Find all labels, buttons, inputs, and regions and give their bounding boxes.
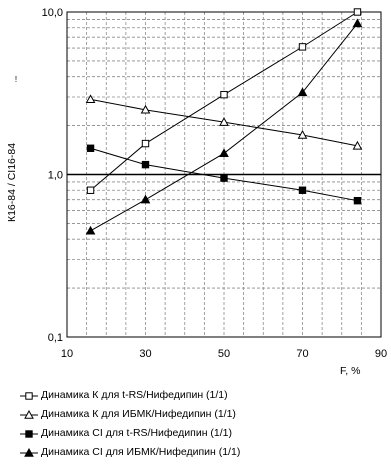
legend-item: Динамика СI для ИБМК/Нифедипин (1/1)	[20, 443, 240, 462]
x-tick-label: 30	[139, 348, 151, 360]
data-point	[140, 104, 151, 114]
legend-item: Динамика СI для t-RS/Нифедипин (1/1)	[20, 424, 240, 443]
y-axis-label-mark: !	[15, 75, 17, 84]
data-point	[86, 144, 95, 152]
legend-symbol	[20, 447, 38, 457]
legend-symbol	[20, 391, 38, 400]
x-tick-label: 10	[61, 348, 73, 360]
legend-symbol	[20, 429, 38, 438]
series-4	[85, 18, 363, 235]
data-point	[352, 140, 363, 150]
y-tick-label: 1,0	[48, 170, 63, 182]
data-point	[353, 196, 362, 205]
data-point	[85, 225, 96, 235]
data-point	[24, 447, 34, 457]
data-point	[220, 90, 228, 99]
data-point	[298, 43, 307, 51]
data-point	[140, 194, 151, 204]
data-point	[141, 160, 150, 169]
data-point	[86, 186, 95, 194]
data-point	[297, 87, 308, 97]
legend-label: Динамика СI для t-RS/Нифедипин (1/1)	[41, 427, 233, 439]
x-tick-labels: 10 30 50 70 90	[61, 348, 387, 360]
data-point	[25, 391, 33, 400]
legend-label: Динамика СI для ИБМК/Нифедипин (1/1)	[41, 446, 241, 458]
y-tick-labels: 0,1 1,0 10,0	[42, 7, 63, 344]
data-point	[25, 429, 33, 438]
data-point	[85, 94, 96, 104]
y-axis-label: К16-84 / CI16-84	[6, 143, 18, 222]
y-tick-label: 0,1	[48, 332, 63, 344]
data-point	[141, 139, 150, 148]
x-tick-label: 90	[375, 348, 387, 360]
series-layer	[85, 8, 363, 235]
legend-item: Динамика К для ИБМК/Нифедипин (1/1)	[20, 405, 240, 424]
x-axis-label: F, %	[340, 365, 360, 377]
data-point	[219, 148, 229, 158]
y-tick-label: 10,0	[42, 7, 63, 19]
data-point	[353, 8, 362, 16]
legend-label: Динамика К для ИБМК/Нифедипин (1/1)	[41, 408, 236, 420]
series-1	[86, 8, 362, 194]
legend-symbol	[20, 409, 38, 419]
x-tick-label: 70	[296, 348, 308, 360]
legend-label: Динамика К для t-RS/Нифедипин (1/1)	[41, 389, 228, 401]
grid	[67, 12, 381, 337]
data-point	[352, 18, 363, 28]
legend: Динамика К для t-RS/Нифедипин (1/1) Динам…	[20, 386, 240, 462]
data-point	[220, 174, 228, 182]
data-point	[219, 117, 229, 126]
data-point	[24, 409, 34, 419]
series-2	[85, 94, 363, 150]
x-tick-label: 50	[218, 348, 230, 360]
data-point	[297, 129, 308, 139]
chart: 0,1 1,0 10,0 10 30 50 70 90 К16-84 / CI16-84 !…	[6, 7, 387, 377]
series-3	[86, 144, 362, 205]
data-point	[298, 186, 307, 194]
legend-item: Динамика К для t-RS/Нифедипин (1/1)	[20, 386, 240, 405]
